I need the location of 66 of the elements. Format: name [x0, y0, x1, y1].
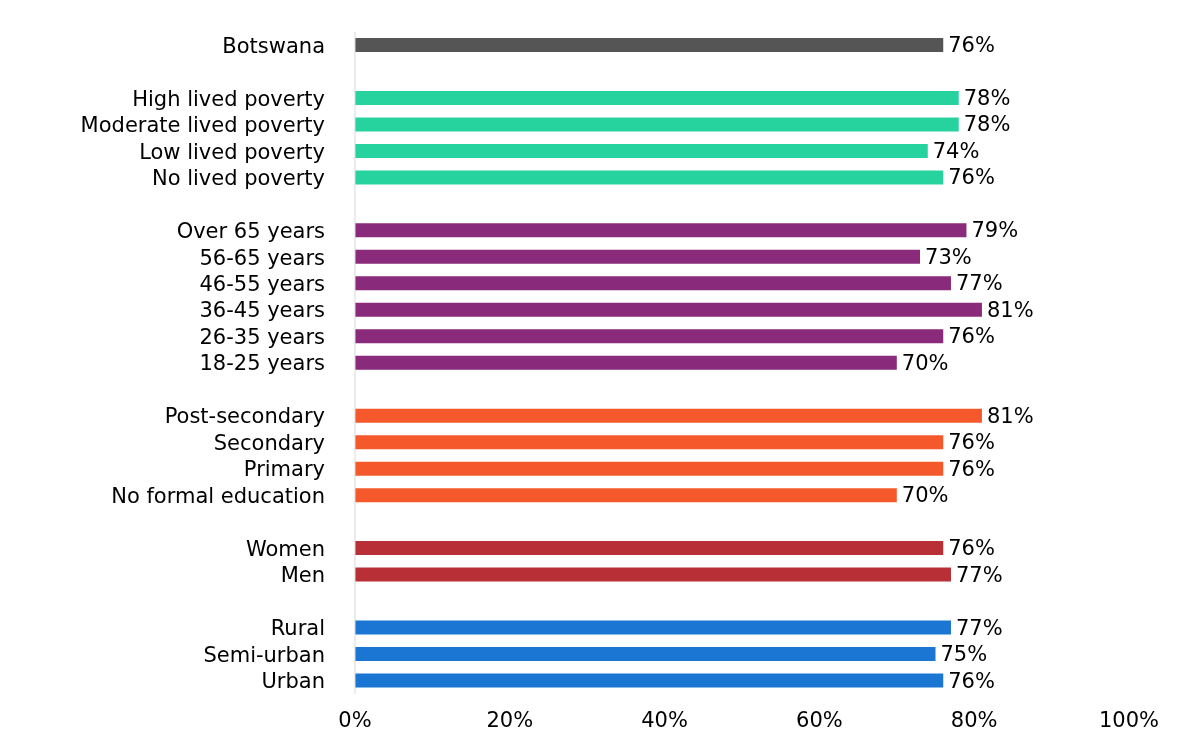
y-tick-label: 26-35 years — [199, 324, 325, 349]
y-tick-label: Urban — [261, 669, 325, 694]
y-tick-label: 46-55 years — [199, 272, 325, 297]
data-label: 76% — [948, 33, 995, 57]
data-label: 76% — [948, 324, 995, 349]
data-label: 78% — [963, 85, 1011, 110]
x-tick-label: 20% — [486, 707, 534, 732]
data-label: 77% — [955, 562, 1003, 587]
y-tick-label: 56-65 years — [199, 245, 325, 270]
data-label: 76% — [948, 456, 995, 481]
bar — [355, 329, 944, 344]
y-tick-label: Men — [280, 563, 325, 588]
y-tick-label: Moderate lived poverty — [80, 113, 325, 138]
y-tick-label: Women — [245, 536, 325, 561]
y-tick-label: Post-secondary — [164, 404, 325, 429]
y-tick-label: Low lived poverty — [139, 139, 325, 164]
bar — [355, 435, 944, 450]
bar — [355, 355, 897, 370]
data-label: 76% — [948, 165, 995, 190]
data-label: 81% — [986, 297, 1034, 322]
bar — [355, 90, 959, 105]
y-tick-label: Semi-urban — [203, 642, 325, 667]
bar — [355, 541, 944, 556]
x-tick-label: 60% — [796, 707, 843, 732]
data-label: 77% — [955, 271, 1003, 296]
y-tick-label: No lived poverty — [151, 166, 325, 191]
data-label: 76% — [948, 536, 995, 561]
bar — [355, 276, 951, 291]
y-tick-label: 36-45 years — [199, 298, 325, 323]
y-tick-label: No formal education — [111, 483, 325, 508]
bar — [355, 223, 967, 238]
data-label: 70% — [901, 350, 949, 375]
data-label: 78% — [963, 112, 1011, 137]
bar — [355, 620, 951, 635]
bar — [355, 143, 928, 158]
bar — [355, 249, 921, 264]
bar — [355, 117, 959, 132]
data-label: 74% — [932, 138, 980, 163]
y-tick-label: Secondary — [213, 430, 325, 455]
data-label: 81% — [986, 403, 1034, 428]
bar — [355, 408, 982, 423]
bar — [355, 647, 936, 662]
data-label: 77% — [955, 615, 1003, 640]
data-label: 79% — [971, 218, 1019, 243]
data-label: 76% — [948, 668, 995, 693]
x-tick-label: 0% — [338, 707, 372, 732]
y-tick-label: High lived poverty — [132, 86, 325, 111]
y-tick-label: Rural — [270, 616, 325, 641]
data-label: 70% — [901, 483, 949, 508]
y-tick-label: 18-25 years — [199, 351, 325, 376]
y-tick-label: Botswana — [222, 33, 325, 58]
x-tick-label: 40% — [641, 707, 688, 732]
bar — [355, 302, 982, 317]
data-label: 76% — [948, 430, 995, 455]
data-label: 73% — [925, 244, 972, 269]
y-tick-label: Over 65 years — [176, 219, 325, 244]
data-label: 75% — [940, 642, 988, 667]
y-tick-label: Primary — [243, 457, 325, 482]
bar — [355, 461, 944, 476]
bar — [355, 38, 944, 52]
bar — [355, 673, 944, 688]
x-tick-label: 80% — [950, 707, 998, 732]
bar — [355, 170, 944, 185]
bar — [355, 488, 897, 503]
bar — [355, 567, 951, 582]
x-tick-label: 100% — [1098, 707, 1160, 732]
